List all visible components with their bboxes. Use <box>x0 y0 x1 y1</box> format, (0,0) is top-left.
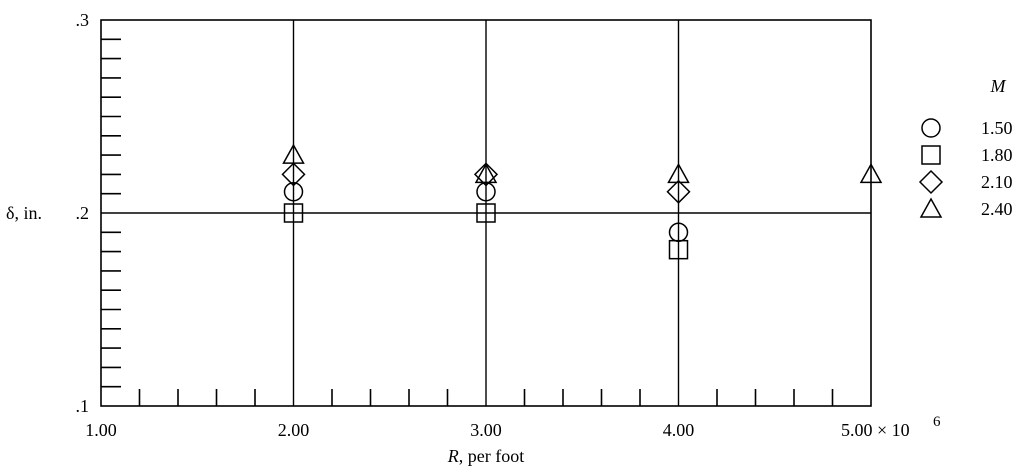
data-point-triangle <box>282 143 305 164</box>
legend-marker-square <box>921 145 941 165</box>
x-tick-label: 1.00 <box>85 420 117 440</box>
y-axis-title: δ, in. <box>6 203 42 223</box>
data-point-triangle <box>474 162 498 184</box>
x-tick-label: 3.00 <box>470 420 502 440</box>
data-point-diamond <box>473 162 499 187</box>
data-point-square <box>476 203 496 223</box>
x-exponent-label: 6 <box>933 414 941 430</box>
data-point-square <box>283 203 304 223</box>
x-axis-title-symbol: R <box>447 446 459 466</box>
legend-marker-diamond <box>918 169 944 195</box>
legend-label: 1.80 <box>981 145 1013 165</box>
legend-marker-circle <box>921 118 941 138</box>
x-tick-label: 5.00 × 10 <box>841 420 910 440</box>
data-point-triangle <box>667 162 690 184</box>
data-point-square <box>668 239 689 260</box>
y-tick-label: .3 <box>76 10 90 30</box>
legend-label: 2.40 <box>981 199 1013 219</box>
x-tick-label: 4.00 <box>663 420 695 440</box>
x-tick-label: 2.00 <box>278 420 310 440</box>
data-point-diamond <box>666 179 691 204</box>
legend-label: 2.10 <box>981 172 1013 192</box>
y-tick-label: .1 <box>76 396 90 416</box>
data-point-circle <box>283 182 304 202</box>
legend-label: 1.50 <box>981 118 1013 138</box>
data-point-triangle <box>859 162 883 184</box>
x-axis-title-text: , per foot <box>459 446 524 466</box>
y-tick-label: .2 <box>76 203 90 223</box>
x-axis-title: R, per foot <box>447 446 524 466</box>
legend-marker-triangle <box>919 197 943 218</box>
data-point-diamond <box>281 162 306 187</box>
legend-title: M <box>990 76 1007 96</box>
